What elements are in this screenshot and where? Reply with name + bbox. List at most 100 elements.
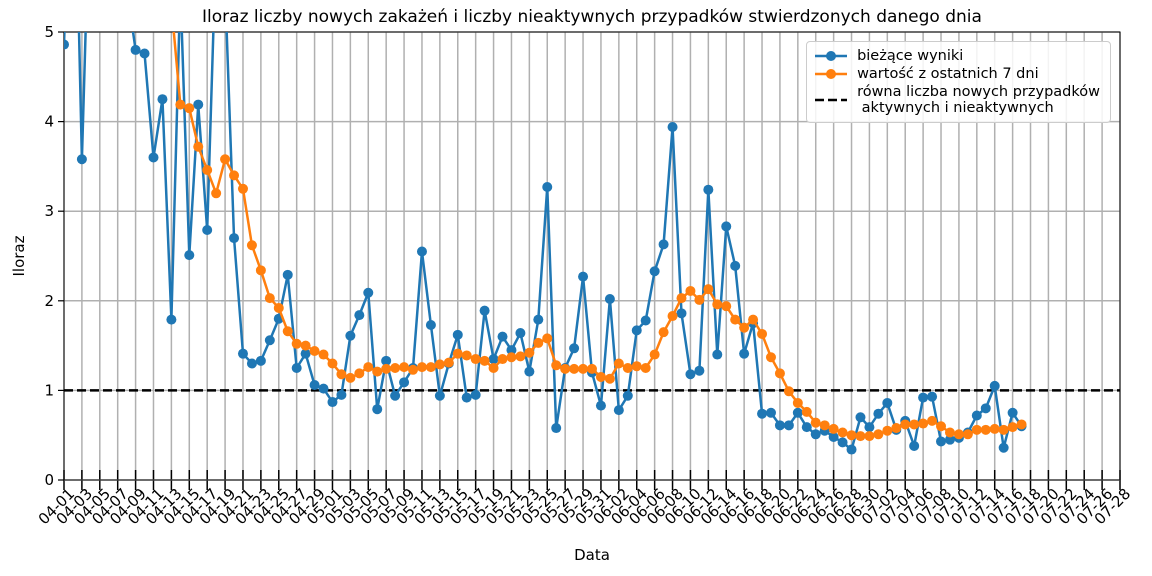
- data-point: [855, 431, 866, 442]
- data-point: [166, 0, 176, 10]
- data-point: [399, 362, 410, 373]
- data-point: [452, 329, 463, 340]
- data-point: [551, 360, 562, 371]
- data-point: [757, 408, 768, 419]
- data-point: [864, 431, 875, 442]
- data-point: [560, 363, 571, 374]
- data-point: [175, 99, 186, 110]
- data-point: [264, 335, 275, 346]
- data-point: [765, 352, 776, 363]
- data-point: [479, 305, 490, 316]
- data-point: [721, 221, 732, 232]
- data-point: [694, 365, 705, 376]
- data-point: [139, 48, 150, 59]
- data-point: [533, 314, 544, 325]
- data-point: [64, 39, 69, 50]
- legend: bieżące wyniki wartość z ostatnich 7 dni r…: [806, 41, 1111, 123]
- data-point: [309, 380, 320, 391]
- data-point: [810, 429, 821, 440]
- data-point: [255, 265, 266, 276]
- data-point: [381, 363, 392, 374]
- data-point: [765, 407, 776, 418]
- data-point: [739, 322, 750, 333]
- y-tick-label: 0: [44, 471, 54, 489]
- legend-swatch: [815, 51, 848, 61]
- data-point: [640, 315, 651, 326]
- data-point: [989, 423, 1000, 434]
- data-point: [300, 348, 311, 359]
- data-point: [864, 422, 875, 433]
- data-point: [649, 266, 660, 277]
- legend-marker: [826, 51, 837, 61]
- data-point: [130, 44, 141, 55]
- data-point: [390, 390, 401, 401]
- data-point: [309, 345, 320, 356]
- data-point: [327, 358, 338, 369]
- data-point: [1016, 419, 1027, 430]
- data-point: [783, 420, 794, 431]
- data-point: [828, 431, 839, 442]
- data-point: [918, 392, 929, 403]
- data-point: [488, 354, 499, 365]
- data-point: [703, 284, 714, 295]
- data-point: [962, 429, 973, 440]
- plot-frame: [63, 31, 1121, 481]
- data-point: [578, 363, 589, 374]
- data-point: [828, 423, 839, 434]
- data-point: [470, 389, 481, 400]
- legend-label: wartość z ostatnich 7 dni: [857, 66, 1039, 82]
- data-point: [264, 293, 275, 304]
- data-point: [461, 350, 472, 361]
- data-point: [336, 389, 347, 400]
- legend-swatch: [815, 98, 848, 102]
- data-point: [497, 354, 508, 365]
- data-point: [452, 348, 463, 359]
- data-point: [193, 141, 204, 152]
- data-point: [667, 311, 678, 322]
- legend-marker: [826, 69, 837, 79]
- data-point: [944, 427, 955, 438]
- data-point: [524, 347, 535, 358]
- data-point: [721, 301, 732, 312]
- chart-title: Iloraz liczby nowych zakażeń i liczby ni…: [202, 7, 982, 27]
- data-point: [425, 362, 436, 373]
- data-point: [327, 397, 338, 408]
- data-point: [730, 260, 741, 271]
- data-point: [354, 310, 365, 321]
- data-point: [703, 184, 714, 195]
- data-point: [551, 423, 562, 434]
- data-point: [658, 327, 669, 338]
- data-point: [658, 239, 669, 250]
- y-tick-label: 1: [44, 381, 54, 399]
- data-point: [434, 390, 445, 401]
- legend-label: równa liczba nowych przypadków aktywnych…: [857, 84, 1100, 116]
- data-point: [783, 386, 794, 397]
- data-point: [640, 363, 651, 373]
- data-point: [282, 269, 293, 280]
- data-point: [595, 400, 606, 411]
- data-point: [971, 424, 982, 435]
- data-point: [211, 188, 222, 199]
- data-point: [837, 427, 848, 438]
- data-point: [613, 358, 624, 369]
- data-point: [801, 406, 812, 417]
- data-point: [273, 302, 284, 313]
- x-axis-label: Data: [574, 546, 610, 564]
- data-point: [604, 373, 615, 384]
- data-point: [631, 361, 642, 372]
- data-point: [739, 348, 750, 359]
- plot-area: [64, 0, 1120, 455]
- data-point: [846, 430, 857, 441]
- data-point: [506, 345, 517, 356]
- legend-label: bieżące wyniki: [857, 48, 964, 64]
- data-point: [882, 397, 893, 408]
- data-point: [381, 355, 392, 366]
- data-point: [604, 294, 615, 305]
- data-point: [318, 383, 329, 394]
- data-point: [685, 369, 696, 380]
- data-point: [184, 103, 195, 114]
- data-point: [685, 285, 696, 296]
- legend-item: bieżące wyniki: [813, 48, 1100, 64]
- data-point: [587, 363, 597, 374]
- data-point: [157, 94, 168, 105]
